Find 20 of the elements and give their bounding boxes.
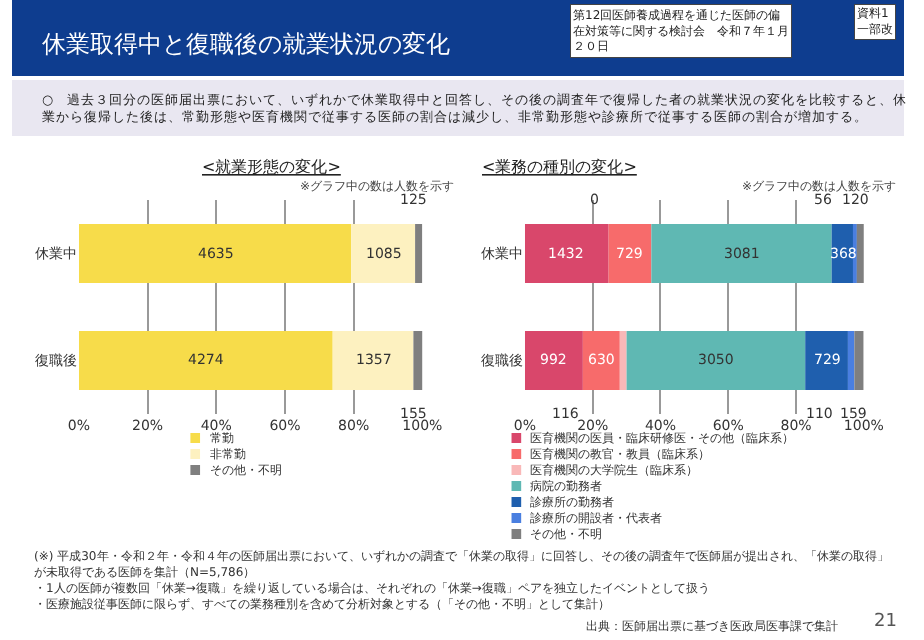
bar [626,331,806,390]
bar [413,331,423,390]
bar [805,331,848,390]
bar [78,331,333,390]
bar [524,224,609,283]
bar [78,224,352,283]
bar [847,331,855,390]
chart-title: <業務の種別の変化> [482,158,637,176]
bar [619,331,627,390]
bar [415,224,423,283]
text: 21 [874,612,897,632]
bar [351,224,416,283]
bar [608,224,652,283]
text: 休業取得中と復職後の就業状況の変化 [42,30,450,58]
bar [582,331,620,390]
chart-title: <就業形態の変化> [202,158,341,176]
bar [651,224,832,283]
bar [524,331,583,390]
bar [332,331,414,390]
bar [854,331,864,390]
